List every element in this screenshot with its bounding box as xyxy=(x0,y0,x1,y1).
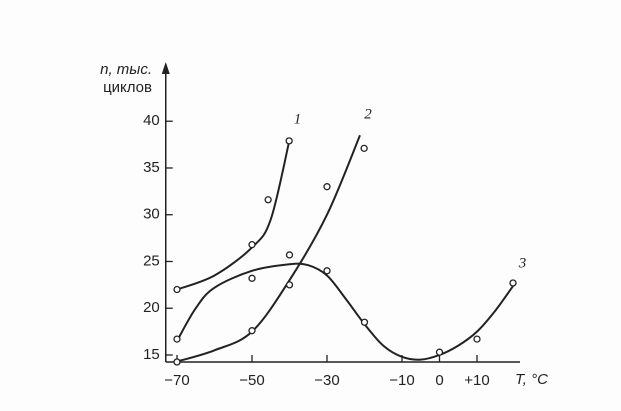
data-point xyxy=(285,281,294,289)
x-tick-label: 0 xyxy=(435,372,443,389)
data-point xyxy=(285,251,294,259)
series-label: 1 xyxy=(294,111,302,127)
series-label: 3 xyxy=(518,255,527,271)
y-tick-label: 25 xyxy=(143,252,160,269)
series-label: 2 xyxy=(364,107,372,123)
x-tick-label: −30 xyxy=(314,372,339,389)
data-point xyxy=(248,274,256,282)
data-point xyxy=(285,137,293,145)
x-tick-label: −50 xyxy=(239,372,264,389)
y-axis-label: n, тыс. xyxy=(100,61,152,78)
data-point xyxy=(264,196,272,204)
y-tick-label: 40 xyxy=(143,112,160,129)
data-point xyxy=(323,267,331,275)
data-point xyxy=(248,327,256,335)
y-axis-arrow xyxy=(161,62,170,74)
y-tick-label: 15 xyxy=(143,346,160,363)
data-point xyxy=(435,348,444,356)
data-point xyxy=(173,335,181,343)
data-point xyxy=(323,183,331,191)
data-point xyxy=(509,279,517,287)
fit-curve xyxy=(176,134,361,363)
data-point xyxy=(173,358,181,366)
x-tick-label: −10 xyxy=(389,372,414,389)
y-tick-label: 35 xyxy=(143,159,160,176)
x-axis-label: T, °C xyxy=(515,371,548,388)
x-tick-label: +10 xyxy=(464,372,489,389)
data-point xyxy=(173,285,181,294)
data-point xyxy=(473,335,481,343)
data-point xyxy=(360,144,368,152)
data-point xyxy=(360,318,369,326)
y-tick-label: 20 xyxy=(143,299,160,316)
data-point xyxy=(248,241,256,249)
x-tick-label: −70 xyxy=(164,372,189,389)
y-tick-label: 30 xyxy=(143,206,160,223)
y-axis-label: циклов xyxy=(103,79,152,96)
